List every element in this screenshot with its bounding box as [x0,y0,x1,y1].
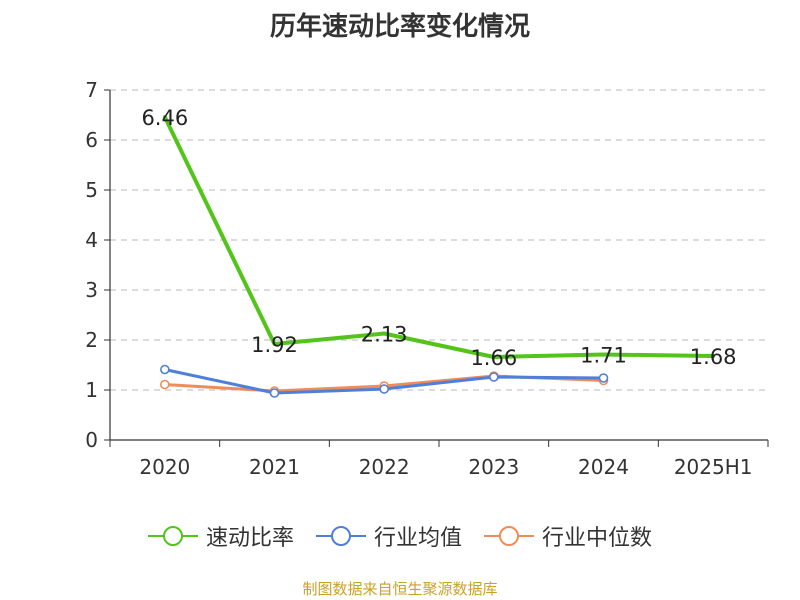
x-tick-label: 2025H1 [674,455,753,479]
legend-marker-industry-mean [315,526,366,546]
x-tick-label: 2021 [249,455,300,479]
x-tick-label: 2024 [578,455,629,479]
data-label: 1.71 [580,344,627,368]
source-note: 制图数据来自恒生聚源数据库 [302,580,498,598]
legend-marker-quick-ratio [147,526,198,546]
x-tick-label: 2023 [468,455,519,479]
legend-marker-industry-median [484,526,534,546]
data-point-2 [160,379,170,390]
y-tick-label: 5 [85,178,98,202]
y-tick-label: 0 [85,428,98,452]
legend-label-industry-median: 行业中位数 [542,526,653,551]
data-point-1 [489,372,499,382]
data-label: 6.46 [141,106,188,130]
legend-item-industry-median[interactable]: 行业中位数 [484,520,652,552]
y-tick-label: 2 [85,328,98,352]
legend-item-industry-mean[interactable]: 行业均值 [315,520,462,552]
legend-item-quick-ratio[interactable]: 速动比率 [147,520,294,552]
y-tick-label: 7 [85,78,98,102]
data-point-1 [379,384,389,394]
data-label: 1.66 [470,346,517,370]
y-tick-label: 3 [85,278,98,302]
data-label: 1.92 [251,333,298,357]
series-line-0 [162,115,716,359]
data-point-1 [269,388,280,398]
x-tick-label: 2020 [139,455,190,479]
chart-title: 历年速动比率变化情况 [269,12,530,42]
y-tick-label: 1 [85,378,98,402]
y-tick-label: 4 [85,228,98,252]
y-tick-label: 6 [85,128,98,152]
legend-label-quick-ratio: 速动比率 [205,526,294,551]
data-label: 1.68 [690,345,737,369]
legend: 速动比率 行业均值 行业中位数 [0,520,800,552]
data-point-1 [598,373,609,383]
x-tick-label: 2022 [359,455,410,479]
data-point-1 [160,364,170,375]
legend-label-industry-mean: 行业均值 [373,526,462,551]
data-label: 2.13 [361,323,408,347]
